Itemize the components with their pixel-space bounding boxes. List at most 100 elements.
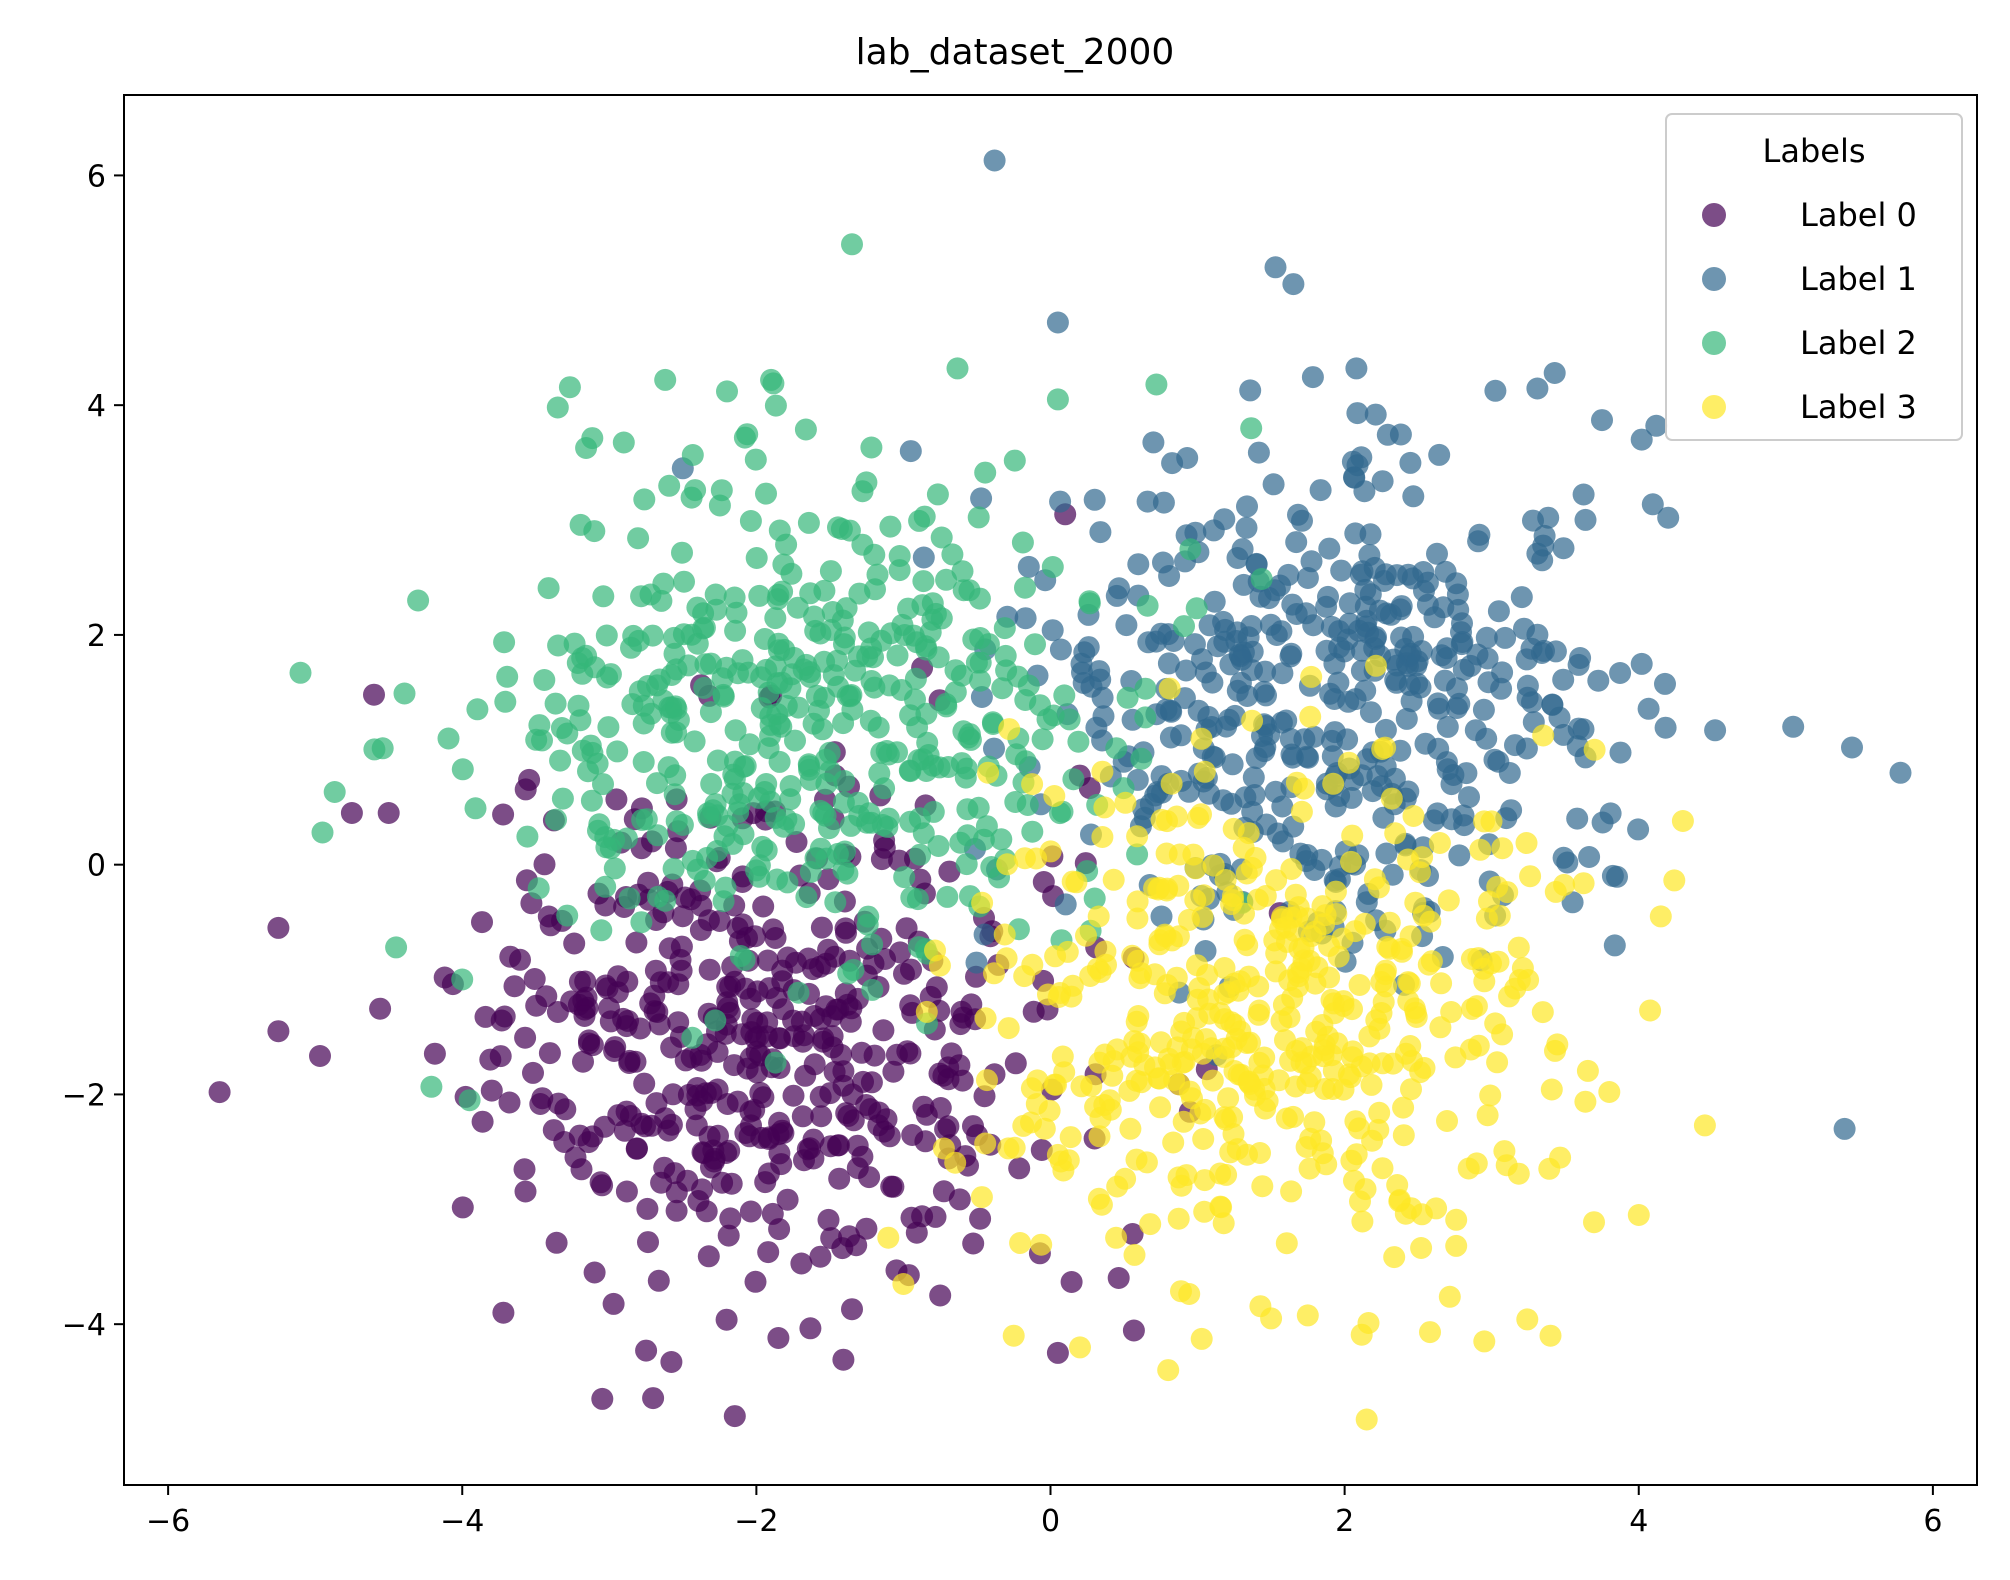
point [1049, 638, 1072, 661]
point [1247, 975, 1270, 998]
point [1239, 379, 1262, 402]
point [1275, 709, 1298, 732]
point [1080, 1074, 1103, 1097]
point [1318, 537, 1341, 560]
point [820, 1227, 843, 1250]
point [785, 831, 808, 853]
point [1429, 1016, 1452, 1039]
point [1383, 767, 1406, 790]
point [1046, 311, 1069, 334]
point [1526, 623, 1549, 646]
point [1105, 737, 1128, 760]
series-3 [877, 654, 1716, 1431]
point [861, 933, 884, 956]
point [780, 562, 803, 585]
point [546, 396, 569, 419]
point [699, 701, 722, 724]
point [665, 1199, 688, 1222]
point [575, 437, 598, 459]
point [1327, 945, 1350, 968]
point [795, 886, 818, 909]
point [208, 1081, 231, 1104]
point [904, 688, 926, 711]
point [697, 802, 719, 825]
point [998, 718, 1021, 741]
legend-label: Label 1 [1800, 260, 1917, 298]
point [738, 1125, 761, 1148]
point [969, 1207, 992, 1230]
point [808, 955, 831, 978]
point [983, 149, 1006, 172]
point [1118, 1079, 1141, 1102]
point [1841, 736, 1863, 759]
point [878, 1125, 901, 1148]
point [1093, 796, 1116, 819]
point [833, 626, 856, 649]
point [1264, 256, 1287, 279]
point [545, 808, 567, 831]
point [1250, 568, 1273, 590]
point [1347, 619, 1370, 642]
point [451, 1196, 474, 1219]
point [1630, 428, 1653, 451]
point [1229, 671, 1252, 694]
point [968, 587, 991, 610]
point [1105, 1226, 1128, 1249]
point [921, 608, 944, 631]
point [1637, 697, 1660, 720]
point [757, 1241, 780, 1264]
point [583, 1261, 606, 1284]
point [1024, 633, 1046, 656]
point [867, 716, 890, 739]
point [731, 649, 754, 672]
point [1152, 551, 1174, 574]
point [1170, 1174, 1193, 1197]
point [1704, 719, 1727, 742]
point [1260, 1307, 1283, 1330]
point [1278, 1006, 1301, 1029]
legend-box [1665, 113, 1963, 441]
point [912, 570, 935, 593]
point [1214, 618, 1237, 641]
point [752, 895, 775, 918]
point [1341, 998, 1363, 1021]
point [606, 740, 629, 763]
point [570, 1158, 593, 1181]
point [888, 849, 911, 872]
point [794, 1064, 817, 1087]
point [1277, 563, 1300, 586]
point [1657, 506, 1680, 529]
point [1480, 810, 1503, 833]
point [739, 510, 762, 532]
point [1173, 615, 1195, 638]
point [1383, 1246, 1406, 1269]
point [1645, 414, 1668, 437]
point [1085, 716, 1108, 739]
point [1413, 579, 1435, 602]
point [819, 560, 842, 583]
point [1384, 822, 1407, 845]
point [817, 938, 840, 961]
point [1419, 910, 1442, 933]
point [882, 1175, 905, 1198]
point [832, 1348, 855, 1371]
point [1121, 1223, 1144, 1245]
point [1062, 768, 1085, 791]
y-axis: −4 −2 0 2 4 6 [62, 159, 124, 1343]
point [1346, 402, 1369, 425]
legend-label: Label 0 [1800, 196, 1917, 234]
point [1348, 1117, 1371, 1140]
point [1137, 631, 1160, 654]
point [1516, 1308, 1539, 1331]
point [1459, 654, 1482, 677]
point [946, 357, 969, 380]
point [1399, 451, 1422, 474]
point [1279, 728, 1302, 750]
point [613, 1119, 636, 1142]
point [906, 888, 929, 911]
point [499, 945, 522, 968]
point [1078, 777, 1101, 800]
point [1380, 787, 1403, 810]
point [700, 652, 722, 675]
point [771, 1119, 794, 1142]
